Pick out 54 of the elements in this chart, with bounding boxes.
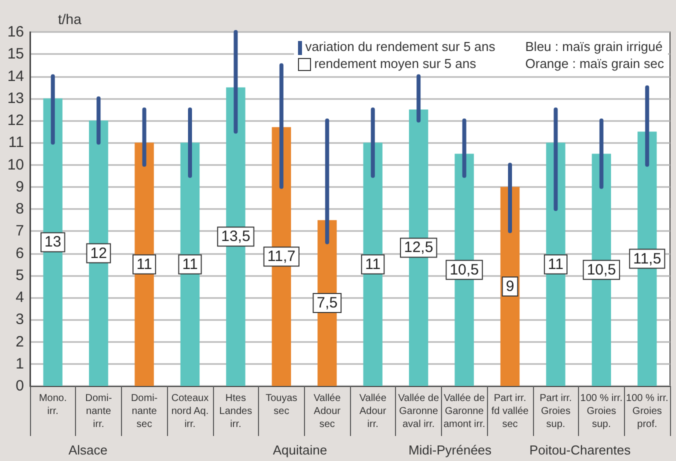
y-tick-label: 11 bbox=[8, 134, 24, 152]
y-tick-label: 13 bbox=[7, 90, 24, 107]
y-tick-label: 5 bbox=[16, 266, 24, 284]
text: Aquitaine bbox=[272, 442, 328, 458]
data-label: 9 bbox=[506, 278, 514, 295]
y-tick-label: 8 bbox=[16, 200, 24, 218]
x-tick-label: Vallée Adour sec bbox=[314, 393, 342, 430]
x-tick-label: Vallée de Garonne amont irr. bbox=[443, 393, 486, 430]
x-tick-label: Mono. irr. bbox=[38, 393, 67, 417]
x-tick-label: Touyas sec bbox=[266, 393, 298, 417]
y-axis-title: t/ha bbox=[58, 11, 82, 27]
data-label: 13,5 bbox=[221, 228, 250, 246]
annotation: Orange : maïs grain sec bbox=[525, 56, 664, 71]
data-label: 13 bbox=[44, 234, 62, 251]
x-tick-label: Domi- nante irr. bbox=[85, 393, 112, 430]
data-label: 7,5 bbox=[316, 294, 338, 312]
data-label: 11 bbox=[548, 256, 564, 273]
data-label: 11 bbox=[365, 256, 381, 273]
y-tick-label: 9 bbox=[16, 178, 24, 196]
x-tick-label: Domi- nante sec bbox=[130, 393, 158, 430]
data-label: 10,5 bbox=[450, 261, 479, 278]
y-tick-label: 10 bbox=[7, 156, 24, 174]
y-tick-label: 0 bbox=[16, 378, 24, 394]
y-tick-label: 15 bbox=[7, 46, 24, 63]
text: Alsace bbox=[68, 442, 108, 458]
data-label: 12 bbox=[90, 244, 107, 262]
y-tick-label: 12 bbox=[7, 112, 24, 129]
y-tick-label: 4 bbox=[16, 289, 24, 306]
text: Poitou-Charentes bbox=[529, 442, 632, 458]
y-tick-label: 14 bbox=[7, 68, 24, 85]
y-tick-label: 3 bbox=[16, 311, 24, 328]
x-tick-label: Htes Landes irr. bbox=[219, 393, 252, 430]
y-tick-label: 7 bbox=[16, 222, 24, 240]
data-label: 11 bbox=[136, 256, 152, 273]
y-tick-label: 6 bbox=[16, 244, 24, 262]
data-label: 12,5 bbox=[404, 239, 434, 256]
data-label: 11,7 bbox=[267, 248, 296, 266]
y-tick-label: 1 bbox=[16, 355, 24, 372]
text: Midi-Pyrénées bbox=[408, 442, 492, 458]
x-tick-label: 100 % irr. Groies prof. bbox=[626, 393, 668, 430]
x-tick-label: Vallée de Garonne aval irr. bbox=[398, 393, 440, 430]
annotation: Bleu : maïs grain irrigué bbox=[525, 39, 663, 54]
x-tick-label: Part irr. fd vallée sec bbox=[491, 393, 530, 430]
data-label: 11 bbox=[182, 256, 198, 273]
x-tick-label: 100 % irr. Groies sup. bbox=[580, 393, 623, 430]
annotation: rendement moyen sur 5 ans bbox=[314, 56, 476, 71]
x-tick-label: Part irr. Groies sup. bbox=[540, 393, 572, 430]
x-tick-label: Vallée Adour irr. bbox=[359, 393, 387, 430]
x-tick-label: Coteaux nord Aq. irr. bbox=[171, 393, 209, 430]
annotation: variation du rendement sur 5 ans bbox=[305, 39, 496, 54]
data-label: 10,5 bbox=[586, 261, 616, 278]
y-tick-label: 2 bbox=[16, 333, 24, 350]
y-tick-label: 16 bbox=[7, 24, 24, 40]
data-label: 11,5 bbox=[633, 250, 662, 268]
